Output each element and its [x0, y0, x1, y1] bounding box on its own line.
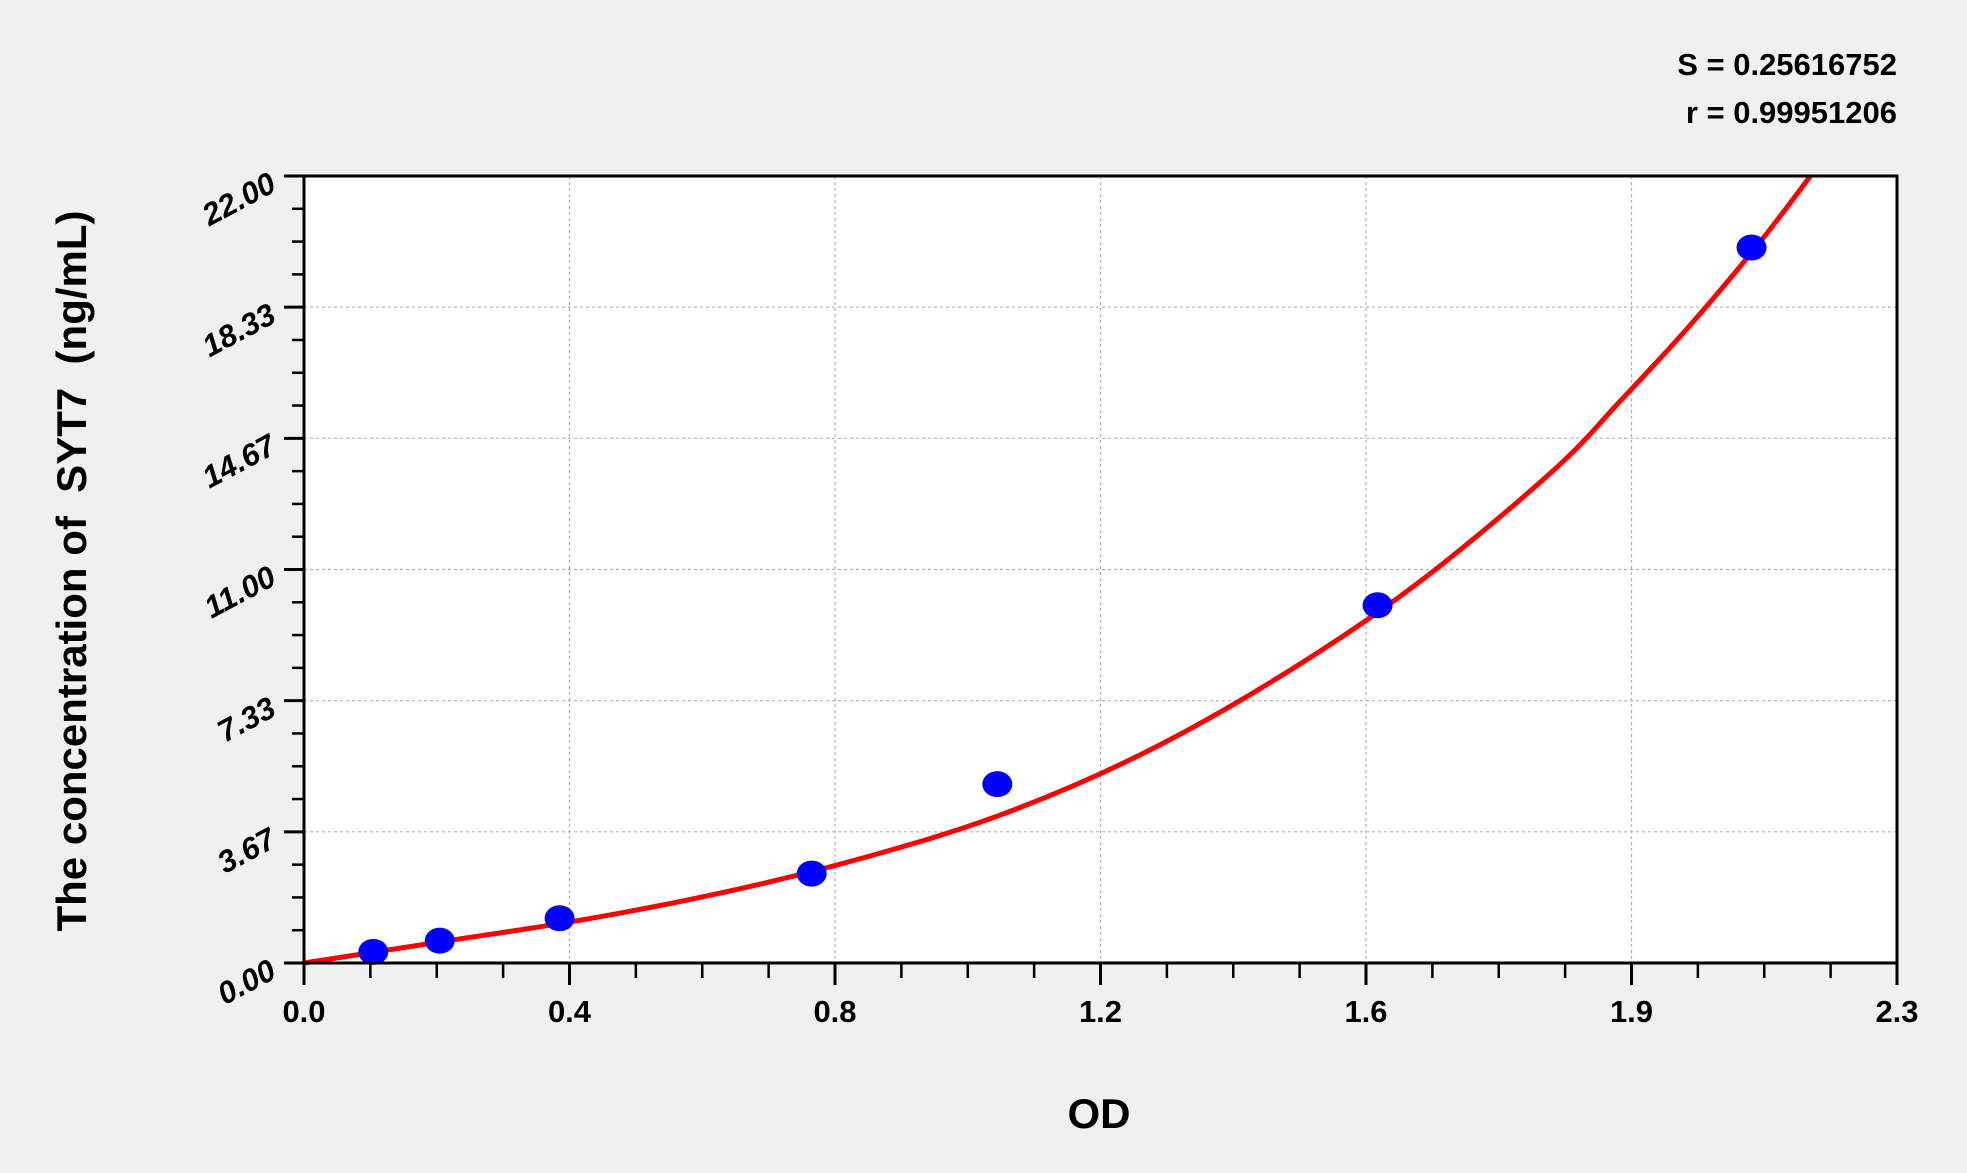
- fit-curve: [303, 174, 1813, 966]
- x-tick-label: 0.8: [813, 994, 856, 1029]
- data-point: [796, 860, 827, 887]
- fit-curve-group: [303, 174, 1813, 966]
- data-point: [982, 771, 1013, 798]
- x-tick-label: 1.6: [1344, 994, 1387, 1029]
- data-point: [1362, 592, 1393, 619]
- x-tick-label: 1.2: [1079, 994, 1122, 1029]
- stat-s: S = 0.25616752: [1677, 47, 1897, 82]
- data-points: [358, 234, 1767, 965]
- grid: [304, 176, 1897, 963]
- x-tick-label: 0.0: [282, 994, 325, 1029]
- data-point: [544, 905, 575, 932]
- y-axis-label: The concentration of SYT7 (ng/mL): [48, 210, 95, 931]
- data-point: [358, 938, 389, 965]
- data-point: [424, 927, 455, 954]
- x-tick-label: 0.4: [548, 994, 592, 1029]
- x-axis-label: OD: [1068, 1090, 1131, 1137]
- data-point: [1736, 234, 1767, 261]
- stat-r: r = 0.99951206: [1686, 95, 1897, 130]
- x-tick-label: 2.3: [1875, 994, 1918, 1029]
- x-tick-label: 1.9: [1610, 994, 1653, 1029]
